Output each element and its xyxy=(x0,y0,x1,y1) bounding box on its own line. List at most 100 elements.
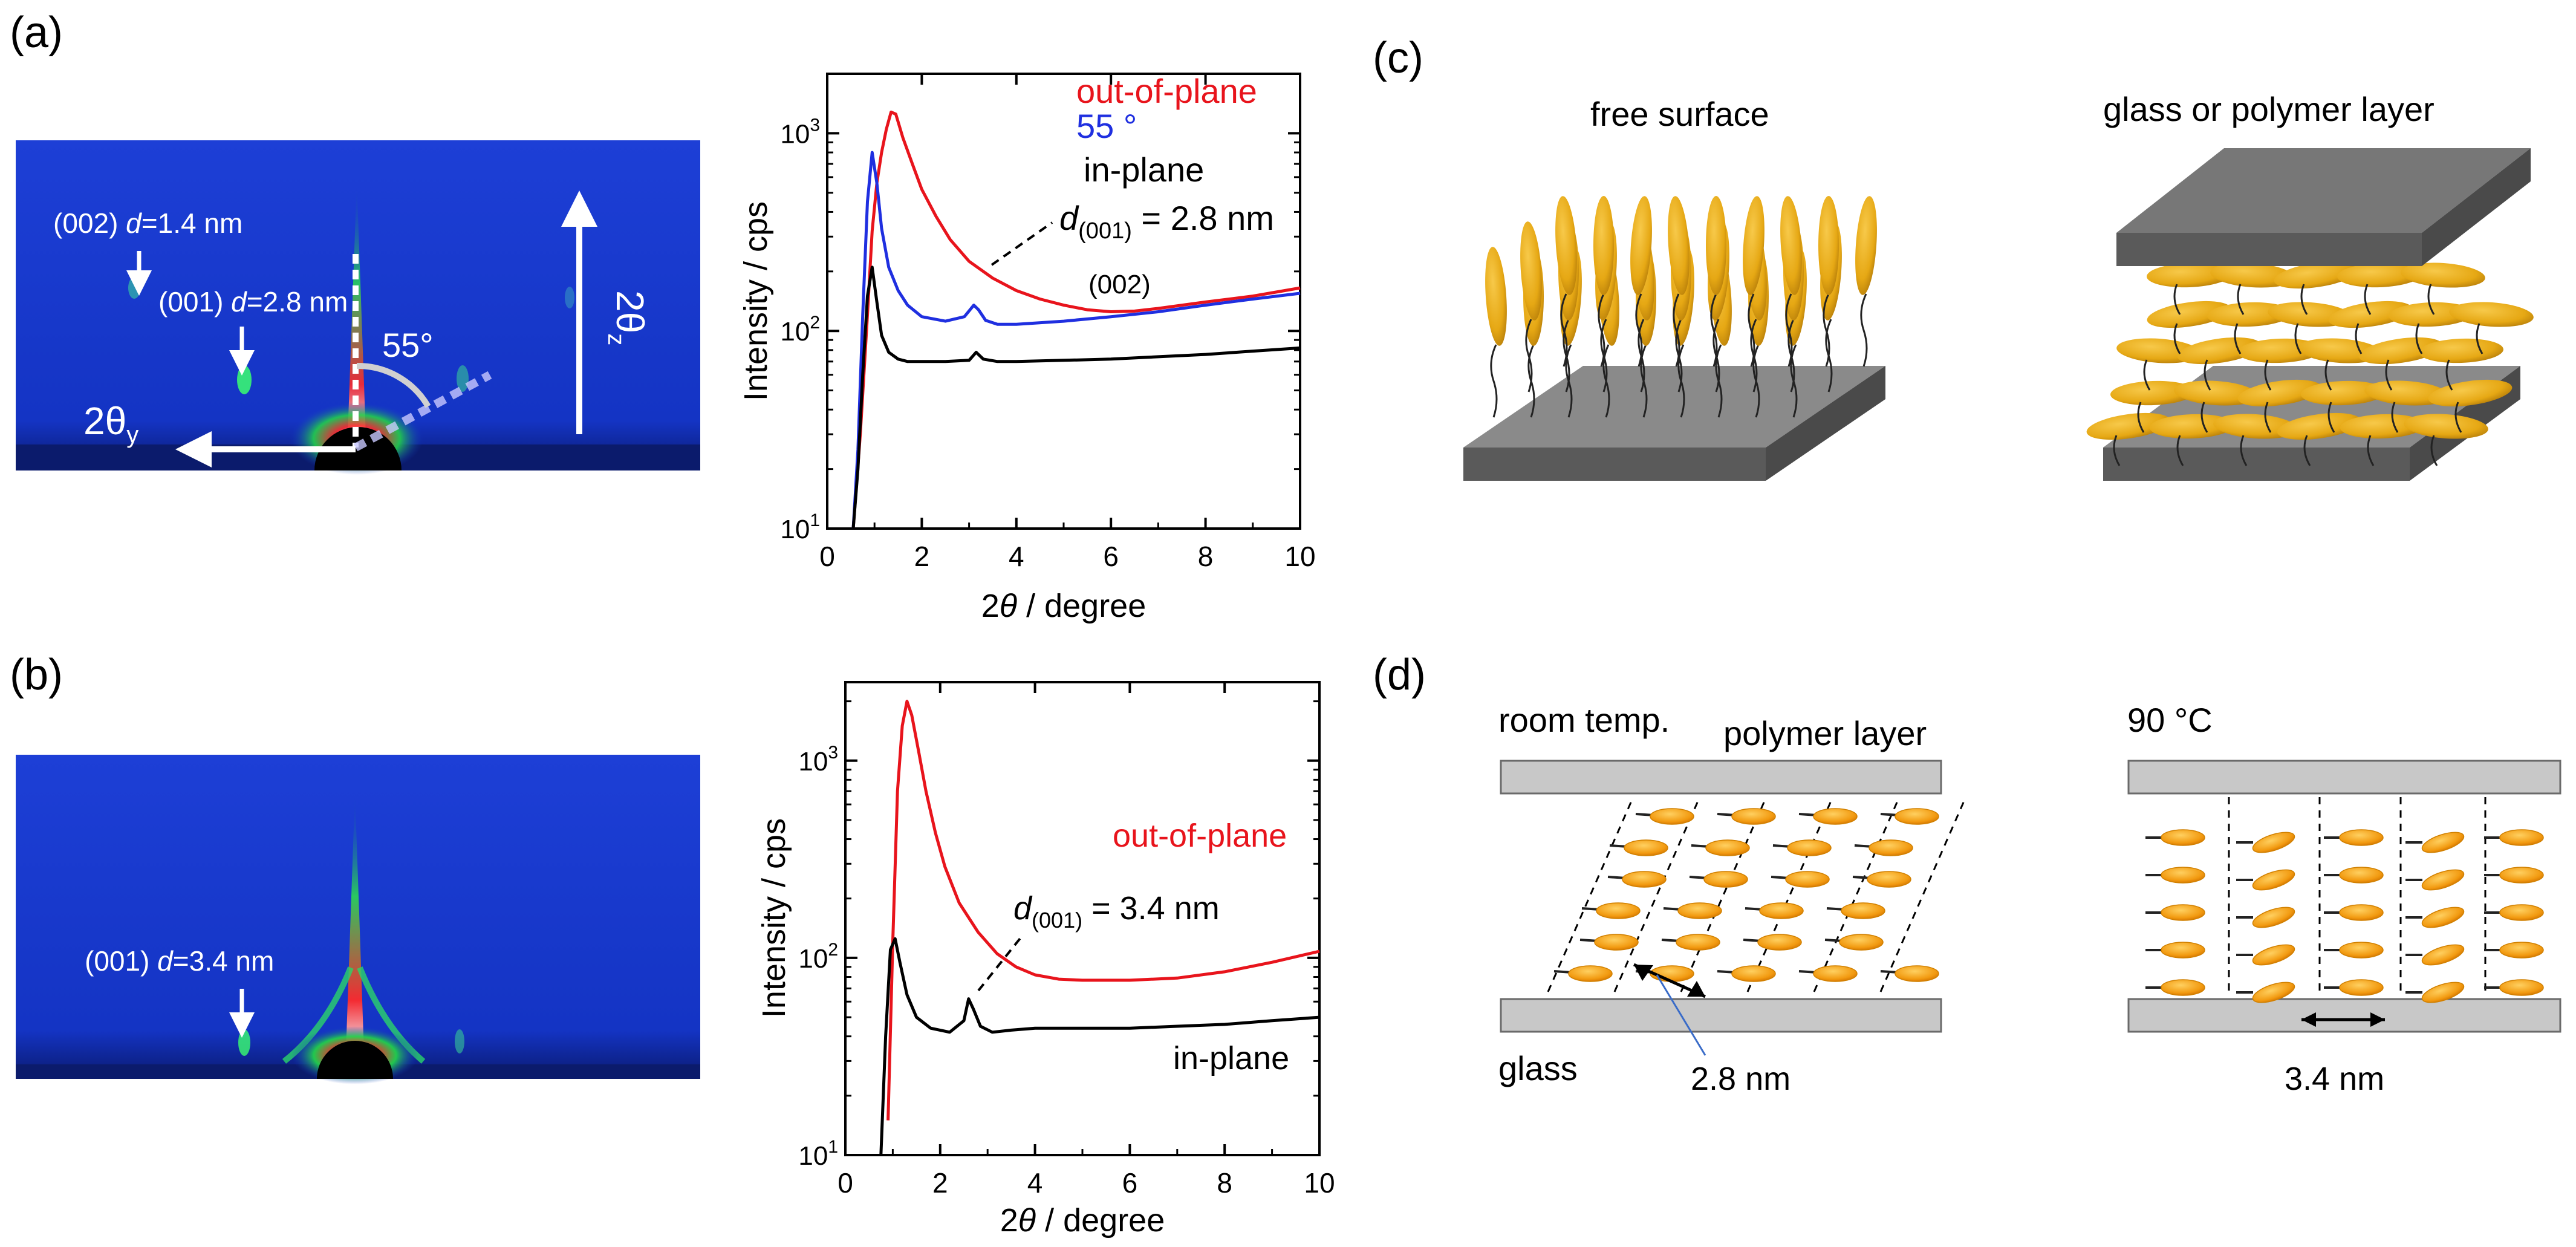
mesogen xyxy=(1624,839,1668,856)
mesogen xyxy=(2161,979,2205,996)
mesogen-disc xyxy=(2277,412,2361,440)
alkyl-chain xyxy=(2240,435,2248,466)
annotation-d001: d(001) = 3.4 nm xyxy=(1013,890,1220,933)
mesogen xyxy=(2252,832,2295,853)
x-tick-label: 6 xyxy=(1103,541,1119,572)
mesogen xyxy=(2252,944,2295,966)
spacing-arrowhead-1 xyxy=(1634,965,1653,981)
mesogen xyxy=(2499,904,2544,921)
mesogen-disc xyxy=(2337,262,2422,288)
spacing-arrowhead-2 xyxy=(1687,981,1705,997)
chart-b: 0 2 4 6 8 10 101 102 103 Intensity / cps 2θ / de… xyxy=(756,681,1335,1239)
mesogen xyxy=(2421,907,2465,928)
mesogen xyxy=(1622,871,1667,888)
chart-a: 0 2 4 6 8 10 101 102 103 Intensity / cps 2θ / de… xyxy=(738,72,1316,624)
mesogen-rod xyxy=(1706,196,1726,295)
mesogen xyxy=(1568,965,1613,982)
layer-line xyxy=(1879,798,1966,992)
alkyl-chain xyxy=(2200,402,2208,433)
mesogen xyxy=(2161,829,2205,846)
mesogen-rod xyxy=(1780,196,1802,295)
panel-label-c: (c) xyxy=(1373,34,1423,82)
x-tick-label: 0 xyxy=(838,1167,853,1199)
molecules-horizontal xyxy=(2086,261,2534,466)
alkyl-chain xyxy=(2454,402,2462,433)
x-tick-label: 8 xyxy=(1217,1167,1232,1199)
mesogen-disc xyxy=(2358,337,2443,365)
mesogen xyxy=(2421,869,2465,891)
alkyl-chain xyxy=(1490,344,1498,418)
mesogen xyxy=(1787,839,1832,856)
alkyl-chain xyxy=(1635,293,1643,367)
y-tick-label: 102 xyxy=(780,313,820,347)
mesogen-rod xyxy=(1668,196,1690,295)
alkyl-chain xyxy=(2327,402,2335,433)
series-in-plane-line xyxy=(879,937,1320,1156)
dashed-55-line xyxy=(353,371,492,452)
alkyl-chain xyxy=(1560,293,1568,367)
spacing-leader xyxy=(1656,974,1706,1056)
y-axis-label: Intensity / cps xyxy=(756,818,792,1018)
alkyl-chain xyxy=(2415,323,2423,354)
mesogen xyxy=(1731,808,1776,825)
gisaxs-image-b: (001) d=3.4 nm xyxy=(16,755,700,1084)
alkyl-chain xyxy=(2264,359,2272,391)
peak-side-spot xyxy=(457,365,469,392)
alkyl-chain xyxy=(2137,402,2145,433)
mesogen-disc xyxy=(2177,337,2262,365)
mesogen-disc xyxy=(2210,262,2295,288)
peak-001-spot xyxy=(238,1029,250,1056)
alkyl-chain xyxy=(1823,293,1830,367)
mesogen xyxy=(1785,871,1830,888)
plate-bottom-left xyxy=(1500,998,1942,1033)
alkyl-chain xyxy=(2427,284,2435,315)
spacing-arrowhead-3 xyxy=(2301,1012,2316,1027)
series-in-plane-line xyxy=(851,265,1301,529)
beam-stop xyxy=(317,1041,393,1079)
peak-001-label: (001) d=3.4 nm xyxy=(85,945,274,977)
mesogen-disc xyxy=(2274,261,2358,289)
layer-line xyxy=(1813,798,1900,992)
mesogen xyxy=(1895,808,1939,825)
alkyl-chain xyxy=(2303,435,2311,466)
annotation-d001: d(001) = 2.8 nm xyxy=(1059,199,1274,244)
mesogen xyxy=(2499,979,2544,996)
label-2-8nm: 2.8 nm xyxy=(1691,1061,1791,1097)
gisaxs-image-a: 55° (002) d=1.4 nm (001) d=2.8 nm 2θy 2θ… xyxy=(16,140,700,475)
alkyl-chain xyxy=(2430,435,2438,466)
alkyl-chain xyxy=(2367,435,2375,466)
x-tick-label: 0 xyxy=(819,541,835,572)
mesogen-disc xyxy=(2213,414,2298,439)
x-tick-label: 2 xyxy=(932,1167,948,1199)
label-glass-or-polymer: glass or polymer layer xyxy=(2103,90,2435,128)
legend-in-plane: in-plane xyxy=(1084,151,1204,189)
series-out-of-plane-line xyxy=(886,700,1320,1121)
series-out-of-plane-line xyxy=(851,110,1301,529)
mesogen xyxy=(2252,869,2295,891)
mesogen xyxy=(2499,829,2544,846)
mesogen xyxy=(1813,965,1858,982)
schematic-d: room temp. polymer layer glass 2.8 nm 90… xyxy=(1498,701,2561,1097)
mesogen-rod xyxy=(1485,247,1507,346)
x-axis-label: 2θ / degree xyxy=(1000,1202,1165,1239)
plate-bottom-right xyxy=(2127,998,2561,1033)
annotation-dash xyxy=(977,935,1023,992)
plate-right-top xyxy=(2116,148,2531,266)
mesogen-disc xyxy=(2147,301,2231,328)
series-group xyxy=(851,110,1301,529)
mesogen xyxy=(2339,867,2384,884)
x-tick-label: 2 xyxy=(914,541,930,572)
alkyl-chain xyxy=(2143,359,2151,391)
alkyl-chain xyxy=(2237,284,2245,315)
label-2theta-z: 2θz xyxy=(603,290,652,345)
specular-streak xyxy=(346,792,364,1052)
mesogen xyxy=(1594,934,1639,951)
mesogen-disc xyxy=(2404,414,2488,439)
mesogen xyxy=(2339,829,2384,846)
alkyl-chain xyxy=(2445,359,2453,391)
substrate-left xyxy=(1463,366,1885,481)
peak-side-spot xyxy=(455,1029,464,1053)
schematic-c: free surface glass or polymer layer xyxy=(1463,90,2534,481)
molecules-upright xyxy=(2145,797,2544,1003)
mesogen xyxy=(1757,934,1802,951)
